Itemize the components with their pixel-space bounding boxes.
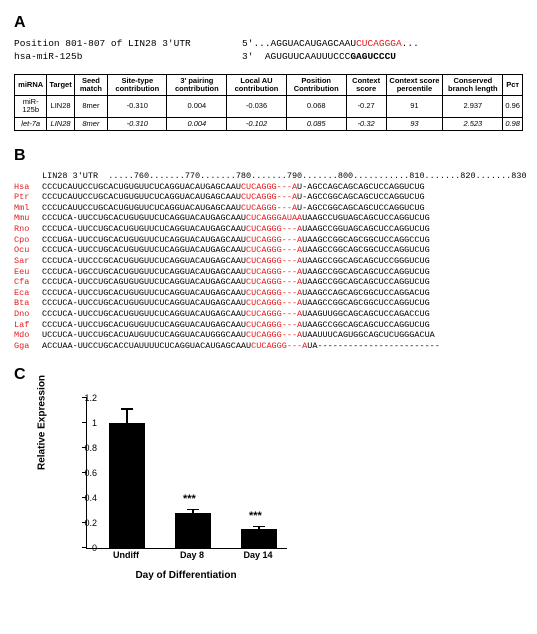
bar [175, 513, 211, 548]
table-cell: 0.068 [286, 96, 346, 118]
plot-area: *** *** [86, 398, 287, 549]
table-row: miR-125bLIN288mer-0.3100.004-0.0360.068-… [15, 96, 523, 118]
x-axis-label: Day of Differentiation [86, 570, 286, 581]
x-tick-label: Day 8 [167, 550, 217, 560]
table-cell: -0.27 [346, 96, 386, 118]
table-header: Seed match [74, 74, 107, 96]
table-cell: -0.32 [346, 117, 386, 130]
mirna-table: miRNATargetSeed matchSite-type contribut… [14, 74, 523, 131]
x-tick-label: Day 14 [233, 550, 283, 560]
table-header: Conserved branch length [443, 74, 503, 96]
panel-a-label: A [14, 14, 523, 32]
table-cell: 2.937 [443, 96, 503, 118]
table-cell: 0.004 [167, 117, 227, 130]
table-header: 3' pairing contribution [167, 74, 227, 96]
table-header: Pᴄᴛ [503, 74, 523, 96]
table-cell: let-7a [15, 117, 47, 130]
panel-b-label: B [14, 147, 523, 165]
x-tick-label: Undiff [101, 550, 151, 560]
y-tick-label: 0.4 [84, 493, 97, 503]
table-header: miRNA [15, 74, 47, 96]
table-cell: 2.523 [443, 117, 503, 130]
table-header: Context score [346, 74, 386, 96]
significance-marker: *** [249, 510, 262, 522]
table-cell: 8mer [74, 96, 107, 118]
table-header: Local AU contribution [227, 74, 287, 96]
table-cell: 8mer [74, 117, 107, 130]
table-cell: 0.98 [503, 117, 523, 130]
table-cell: -0.036 [227, 96, 287, 118]
y-tick-label: 1.2 [84, 393, 97, 403]
alignment-block: LIN28 3'UTR .....760.......770.......780… [14, 171, 523, 352]
seq-pairing-block: Position 801-807 of LIN28 3'UTR 5'...AGG… [14, 38, 523, 64]
table-cell: LIN28 [47, 117, 74, 130]
table-cell: LIN28 [47, 96, 74, 118]
table-header: Position Contribution [286, 74, 346, 96]
table-cell: -0.102 [227, 117, 287, 130]
bar-chart: Relative Expression ****** 00.20.40.60.8… [42, 390, 302, 590]
table-cell: -0.310 [108, 96, 167, 118]
table-cell: 91 [386, 96, 443, 118]
table-header: Context score percentile [386, 74, 443, 96]
significance-marker: *** [183, 493, 196, 505]
bar [109, 423, 145, 548]
table-cell: 93 [386, 117, 443, 130]
table-header: Target [47, 74, 74, 96]
table-cell: -0.310 [108, 117, 167, 130]
y-tick-label: 0.2 [84, 518, 97, 528]
bar [241, 529, 277, 548]
table-cell: 0.085 [286, 117, 346, 130]
table-cell: miR-125b [15, 96, 47, 118]
panel-c-label: C [14, 366, 523, 384]
y-tick-label: 0.8 [84, 443, 97, 453]
y-tick-label: 0 [92, 543, 97, 553]
y-tick-label: 0.6 [84, 468, 97, 478]
table-header: Site-type contribution [108, 74, 167, 96]
table-row: let-7aLIN288mer-0.3100.004-0.1020.085-0.… [15, 117, 523, 130]
y-tick-label: 1 [92, 418, 97, 428]
table-cell: 0.96 [503, 96, 523, 118]
table-cell: 0.004 [167, 96, 227, 118]
y-axis-label: Relative Expression [37, 374, 48, 469]
